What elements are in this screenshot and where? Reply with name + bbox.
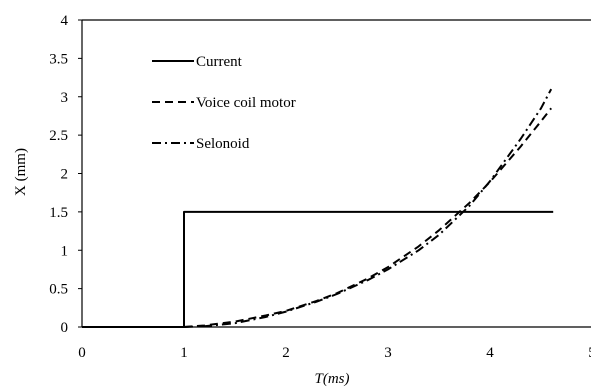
y-tick-label: 3 — [61, 90, 69, 106]
x-tick-label: 0 — [78, 345, 86, 361]
y-tick-label: 1 — [61, 243, 69, 259]
y-axis-tick-labels: 0 0.5 1 1.5 2 2.5 3 3.5 4 — [49, 13, 82, 336]
plot-area — [81, 19, 591, 328]
series-line-voice-coil-motor — [183, 107, 552, 328]
x-tick-label: 2 — [282, 345, 290, 361]
x-tick-label: 4 — [486, 345, 494, 361]
x-axis-tick-labels: 0 1 2 3 4 5 — [78, 345, 591, 361]
series-line-selonoid — [183, 88, 553, 328]
y-axis-label: X (mm) — [13, 148, 29, 196]
series-layer — [82, 88, 554, 328]
x-tick-label: 5 — [588, 345, 591, 361]
x-axis-label: T(ms) — [314, 371, 349, 387]
y-tick-label: 1.5 — [49, 205, 68, 221]
series-line-current — [82, 210, 554, 328]
x-tick-label: 3 — [384, 345, 392, 361]
y-tick-label: 2 — [61, 167, 69, 183]
y-tick-label: 4 — [61, 13, 69, 29]
y-tick-label: 3.5 — [49, 51, 68, 67]
y-tick-label: 2.5 — [49, 128, 68, 144]
legend: Current Voice coil motor Selonoid — [152, 54, 296, 152]
legend-label: Current — [196, 54, 243, 70]
y-tick-label: 0.5 — [49, 282, 68, 298]
legend-label: Selonoid — [196, 136, 250, 152]
x-tick-label: 1 — [180, 345, 188, 361]
y-tick-label: 0 — [61, 320, 69, 336]
legend-label: Voice coil motor — [196, 95, 296, 111]
